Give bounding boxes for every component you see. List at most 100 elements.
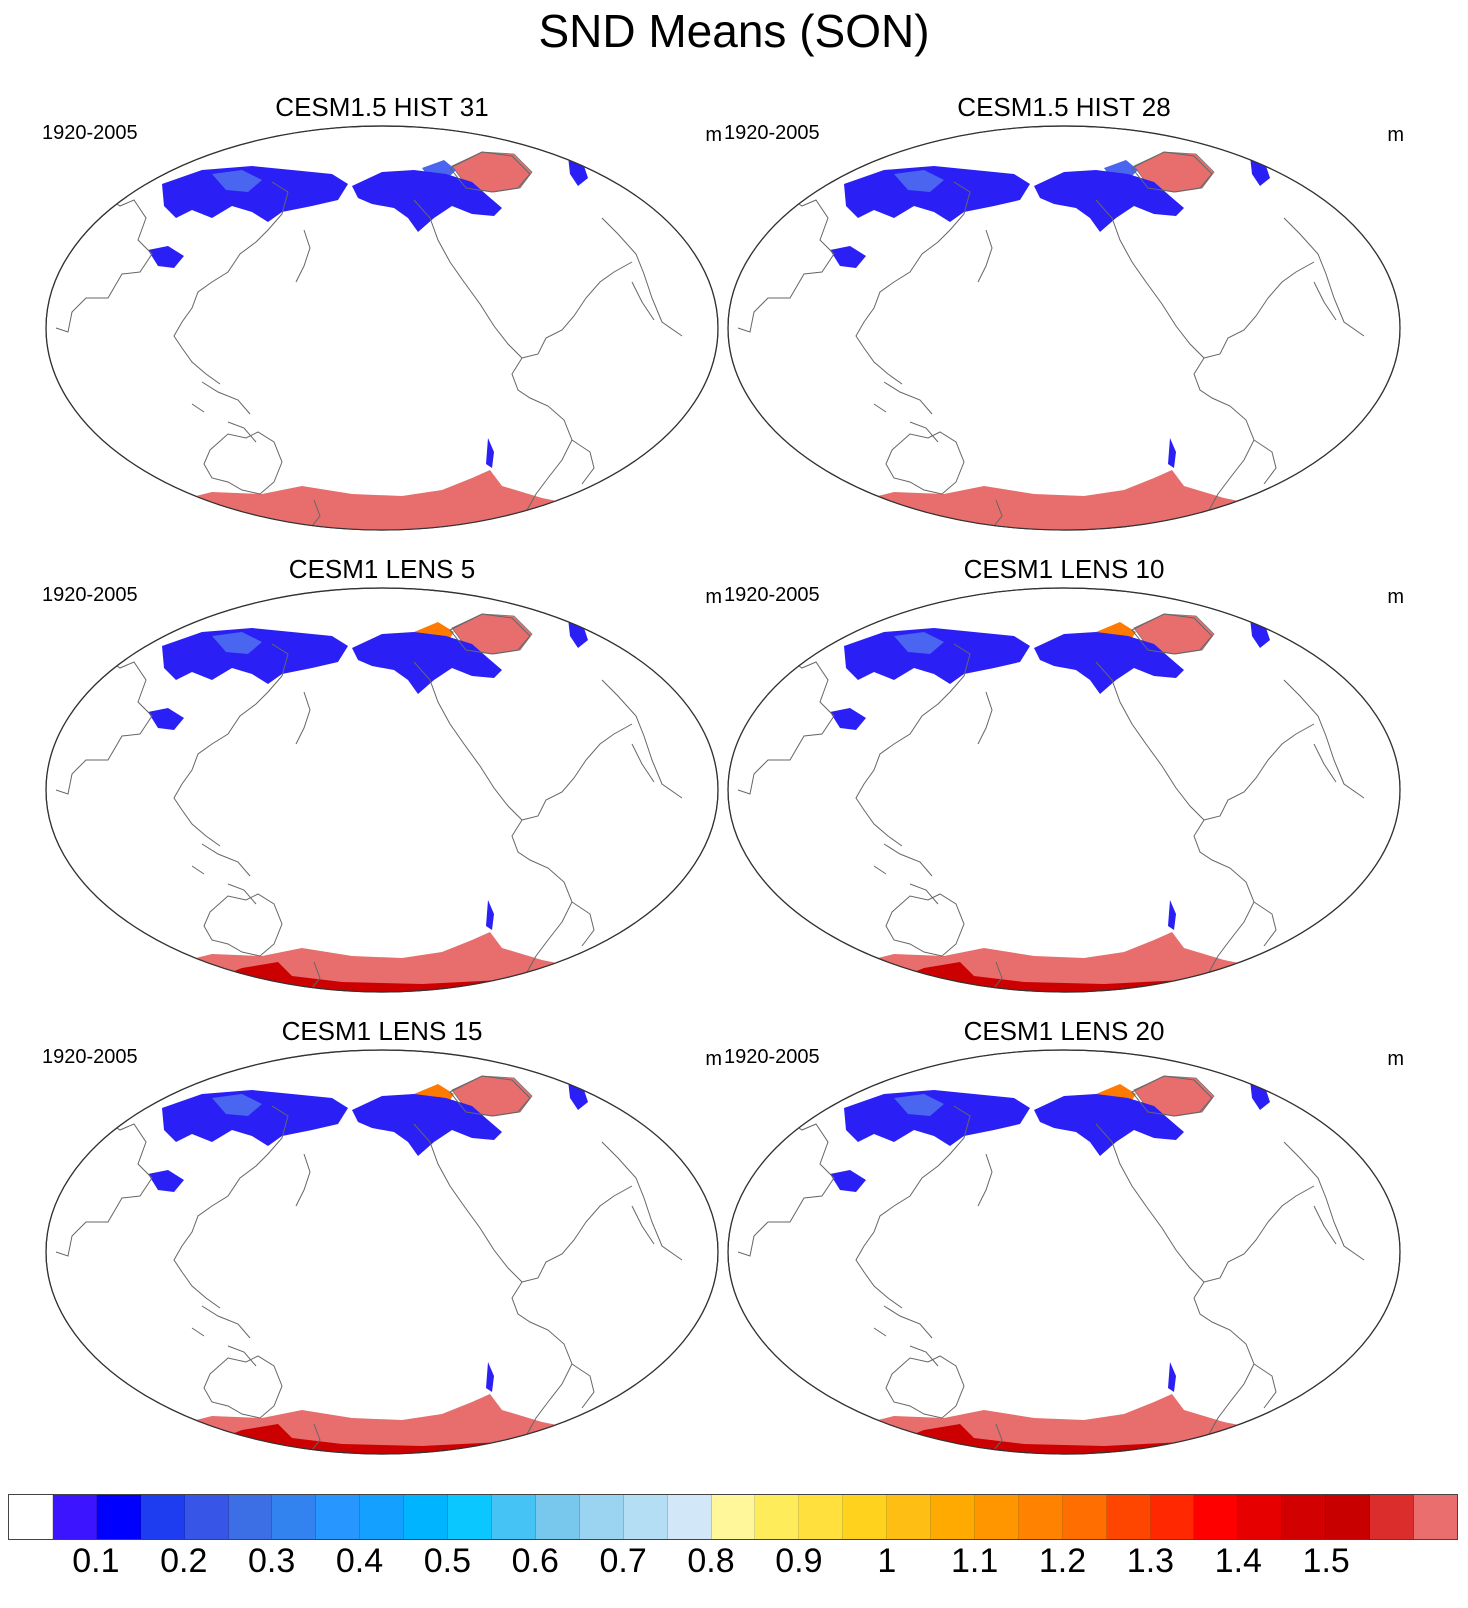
colorbar-tick-label: 0.1 [72,1542,120,1580]
colorbar-box [52,1495,97,1539]
coastline [449,1075,531,1117]
coastline [601,217,683,337]
colorbar-box [360,1495,405,1539]
colorbar-box [1018,1495,1063,1539]
colorbar-tick-label: 1 [877,1542,897,1580]
colorbar-tick-label: 0.9 [775,1542,823,1580]
colorbar-box [184,1495,229,1539]
coastline [1313,1205,1337,1245]
eurasia-snow [162,166,348,222]
colorbar-box [448,1495,492,1539]
colorbar-tick-label: 1.4 [1214,1542,1262,1580]
colorbar-tick-label: 0.5 [423,1542,472,1580]
colorbar-box [228,1495,273,1539]
coastline [873,1305,939,1367]
colorbar-tick-label: 1.5 [1302,1542,1350,1580]
coastline [855,181,971,385]
colorbar-box [799,1495,844,1539]
coastline [521,1185,633,1283]
map-content [55,151,683,530]
coastline [413,1123,523,1283]
coastline [1253,901,1277,947]
patagonia-snow [1168,900,1176,930]
map-panel-2: CESM1.5 HIST 28 1920-2005 m [724,92,1404,532]
world-map [45,587,719,993]
coastline [295,1153,311,1207]
colorbar-box [579,1495,624,1539]
colorbar-tick-label: 0.8 [687,1542,735,1580]
tibet-snow [830,246,866,268]
panel-title: CESM1.5 HIST 28 [957,92,1171,122]
coastline [993,499,1003,527]
colorbar-box [96,1495,141,1539]
coastline [1095,1123,1205,1283]
coastline [55,1117,153,1257]
coastline [173,643,289,847]
coastline [977,229,993,283]
colorbar-box [1062,1495,1107,1539]
coastline [1095,199,1205,359]
coastline [413,199,523,359]
colorbar-box [623,1495,668,1539]
panel-title: CESM1.5 HIST 31 [275,92,489,122]
coastline [601,679,683,799]
coastline [737,1117,835,1257]
coastline [855,643,971,847]
coastline [1253,1363,1277,1409]
coastline [631,1205,655,1245]
coastline [203,431,283,495]
colorbar-box [1414,1495,1457,1539]
coastline [737,655,835,795]
colorbar-box [667,1495,712,1539]
colorbar-tick-label: 0.4 [335,1542,384,1580]
tibet-snow [830,1170,866,1192]
coastline [1313,743,1337,783]
colorbar-box [887,1495,932,1539]
coastline [571,901,595,947]
coastline [449,151,531,193]
coastline [571,1363,595,1409]
colorbar-tick-label: 1.2 [1038,1542,1087,1580]
map-panel-3: CESM1 LENS 5 1920-2005 m [42,554,722,994]
colorbar-tick-label: 1.1 [951,1542,999,1580]
panel-period: 1920-2005 [42,1046,138,1068]
coastline [885,1355,965,1419]
eurasia-snow [162,1090,348,1146]
colorbar-box [1238,1495,1283,1539]
coastline [55,193,153,333]
panel-title: CESM1 LENS 10 [963,554,1165,584]
map-panel-6: CESM1 LENS 20 1920-2005 m [724,1016,1404,1456]
colorbar-box [711,1495,756,1539]
coastline [191,381,257,443]
coastline [873,843,939,905]
eurasia-snow [844,628,1030,684]
map-border [727,125,1401,531]
coastline [203,1355,283,1419]
coastline [311,961,321,989]
colorbar-tick-label: 0.2 [160,1542,208,1580]
eurasia-snow [844,1090,1030,1146]
colorbar-box [1326,1495,1371,1539]
eurasia-deeper-snow [894,1094,944,1116]
eurasia-deeper-snow [212,1094,262,1116]
coastline [977,1153,993,1207]
patagonia-snow [1168,438,1176,468]
coastline [1313,281,1337,321]
patagonia-snow [1168,1362,1176,1392]
coastline [295,229,311,283]
coastline [1283,217,1365,337]
panel-period: 1920-2005 [42,122,138,144]
colorbar-box [535,1495,580,1539]
world-map [727,125,1401,531]
coastline [631,281,655,321]
panel-period: 1920-2005 [724,122,820,144]
eurasia-deeper-snow [894,170,944,192]
tibet-snow [148,1170,184,1192]
coastline [1283,1141,1365,1261]
coastline [631,743,655,783]
coastline [855,1105,971,1309]
coastline [1095,661,1205,821]
coastline [1193,1281,1255,1454]
coastline [977,691,993,745]
coastline [511,357,573,530]
